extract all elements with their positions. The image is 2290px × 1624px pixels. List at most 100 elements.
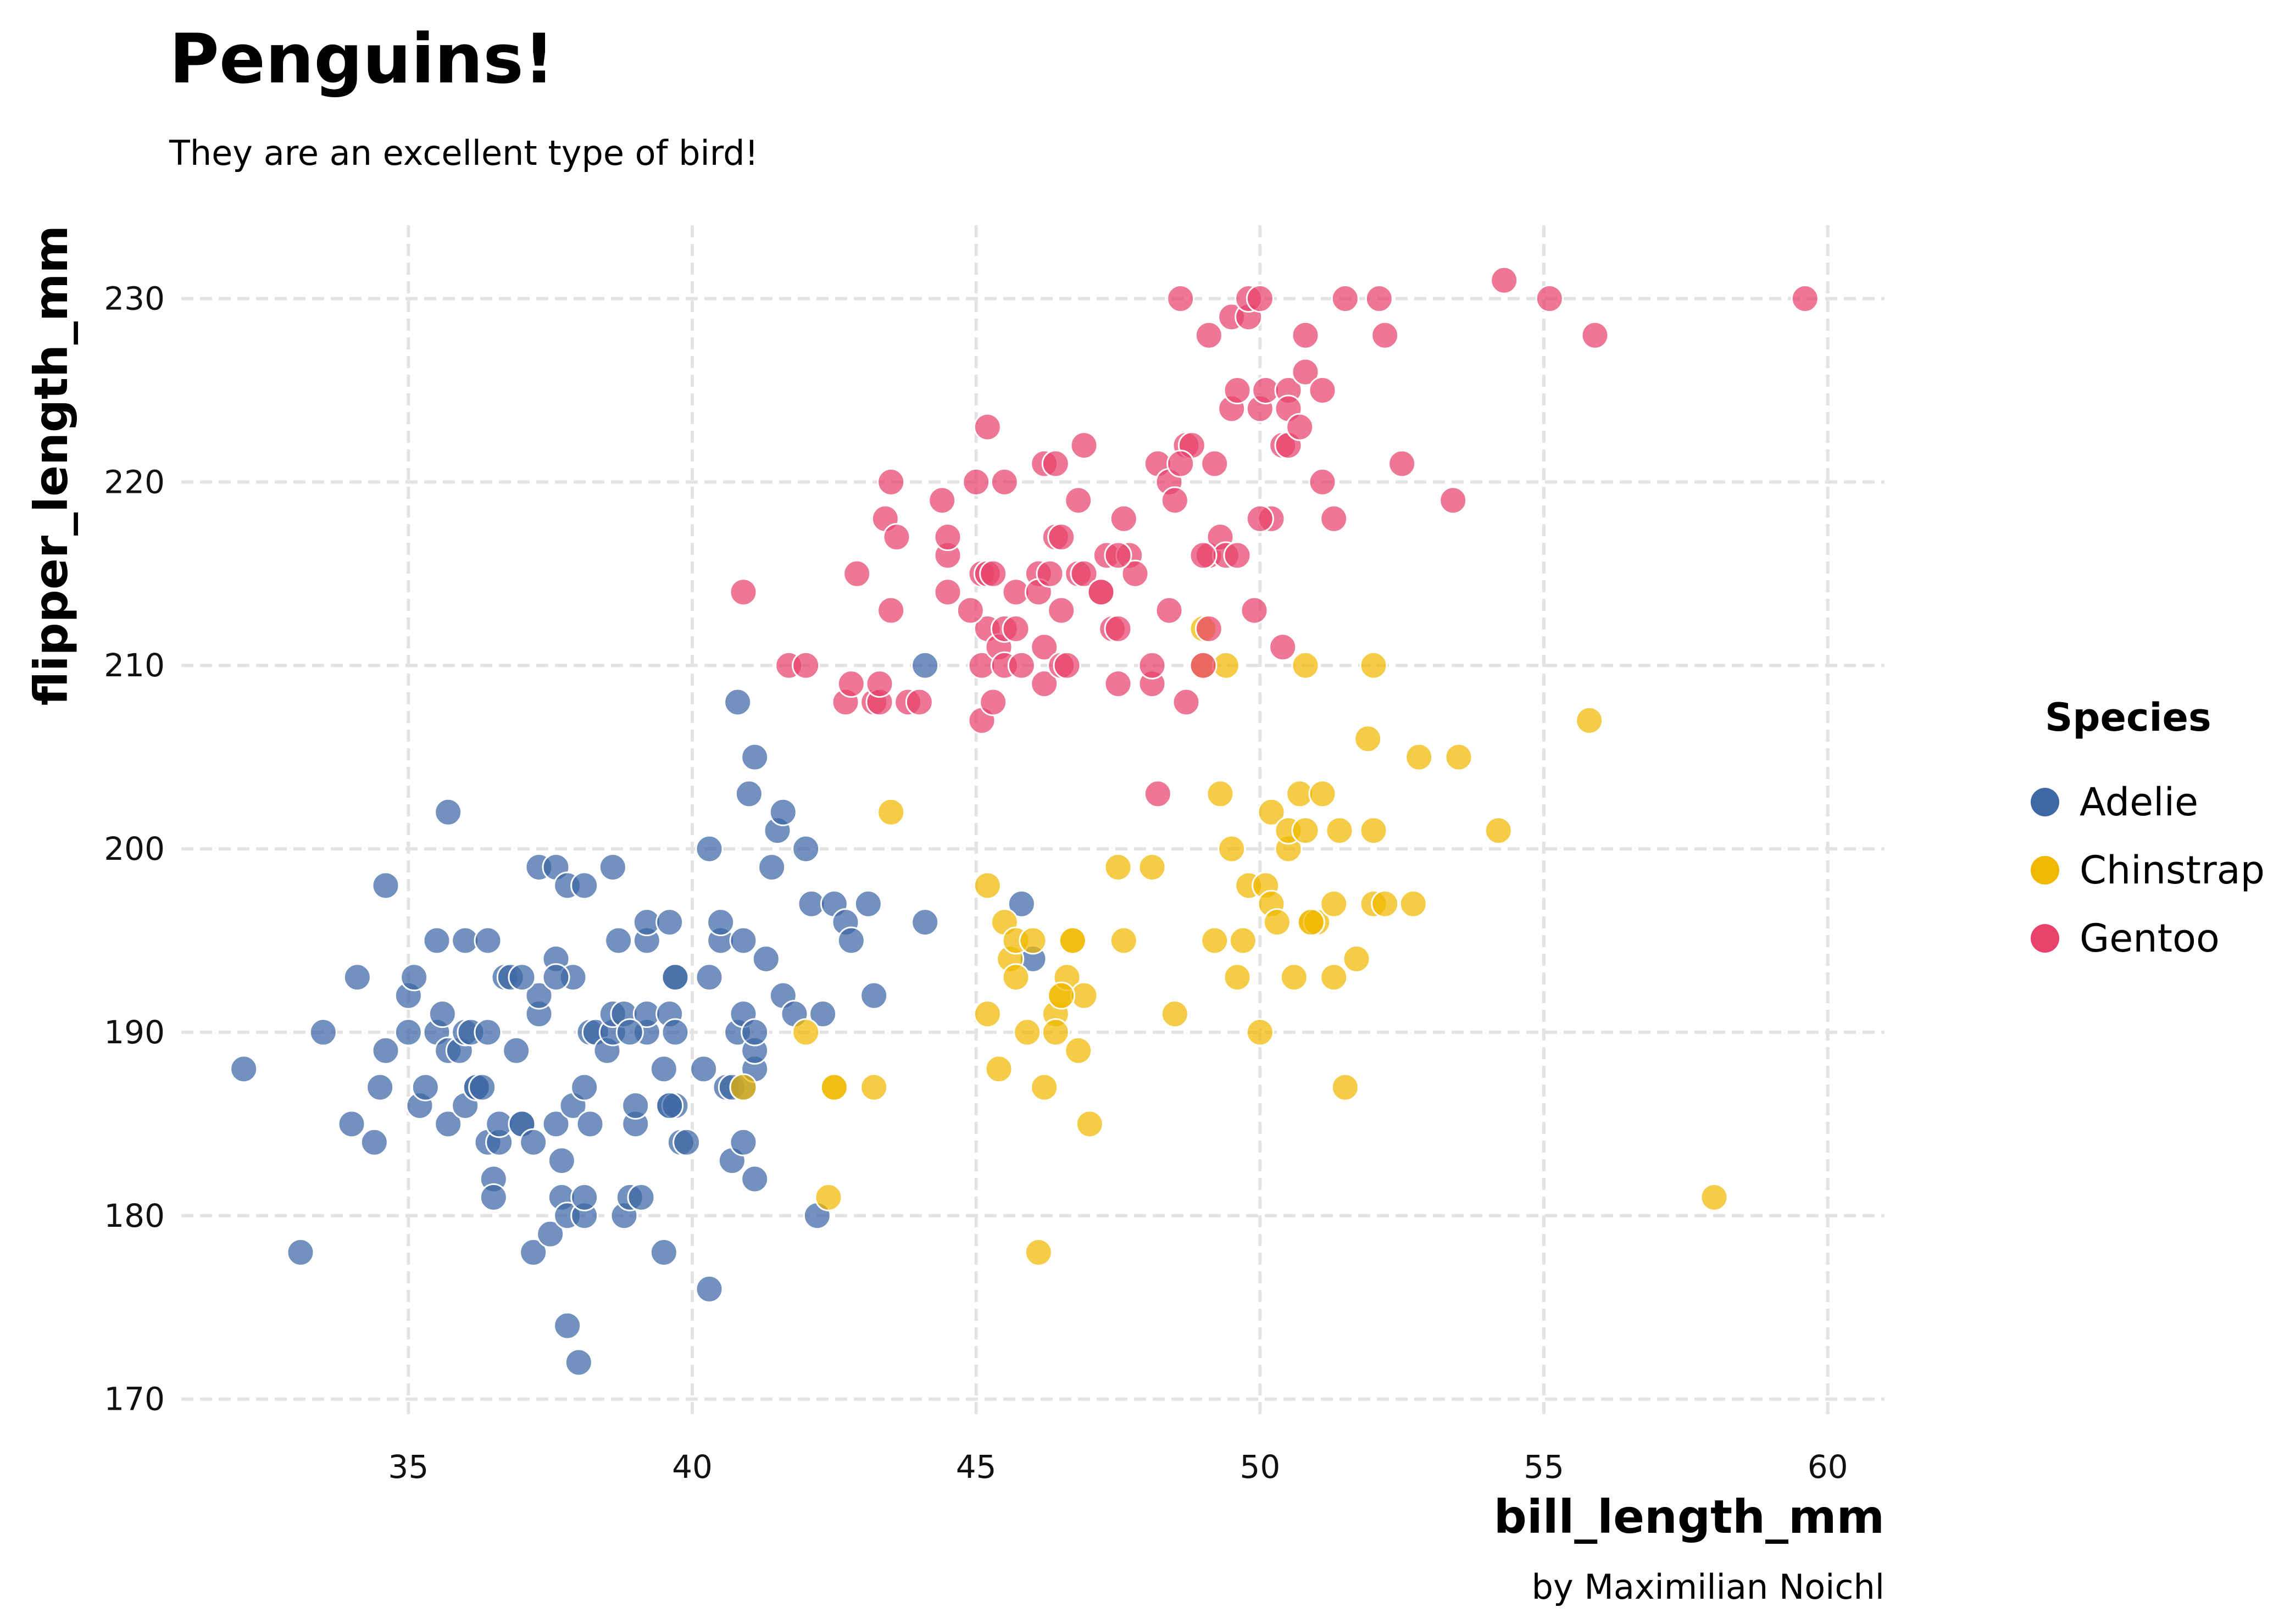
- point-adelie: [649, 1238, 678, 1267]
- point-gentoo: [973, 413, 1002, 441]
- point-gentoo: [1320, 504, 1348, 533]
- point-chinstrap: [1444, 743, 1473, 771]
- point-adelie: [371, 871, 400, 900]
- point-gentoo: [1030, 670, 1059, 698]
- point-gentoo: [1047, 596, 1076, 625]
- point-chinstrap: [820, 1073, 848, 1102]
- point-gentoo: [1007, 651, 1036, 680]
- point-adelie: [508, 963, 536, 992]
- point-chinstrap: [1359, 816, 1388, 845]
- point-chinstrap: [1246, 1018, 1274, 1047]
- point-gentoo: [979, 559, 1008, 588]
- point-gentoo: [990, 468, 1019, 496]
- point-gentoo: [1194, 614, 1223, 643]
- point-chinstrap: [1223, 963, 1252, 992]
- point-adelie: [400, 963, 429, 992]
- point-chinstrap: [1263, 908, 1291, 937]
- point-gentoo: [1160, 486, 1189, 515]
- point-adelie: [468, 1073, 497, 1102]
- point-adelie: [570, 1183, 599, 1211]
- y-tick-label: 220: [104, 463, 165, 500]
- point-chinstrap: [1308, 780, 1337, 808]
- point-adelie: [502, 1036, 531, 1065]
- y-tick-label: 170: [104, 1381, 165, 1418]
- point-adelie: [519, 1128, 548, 1156]
- point-adelie: [752, 944, 780, 973]
- point-gentoo: [1286, 413, 1314, 441]
- point-gentoo: [1104, 614, 1132, 643]
- point-adelie: [649, 1055, 678, 1083]
- point-gentoo: [1064, 486, 1093, 515]
- chart-subtitle: They are an excellent type of bird!: [169, 133, 758, 173]
- point-adelie: [854, 889, 882, 918]
- point-chinstrap: [1047, 981, 1076, 1010]
- point-adelie: [809, 1000, 837, 1028]
- point-gentoo: [729, 578, 758, 607]
- point-gentoo: [1166, 449, 1195, 478]
- point-chinstrap: [1575, 706, 1604, 735]
- point-chinstrap: [1013, 1018, 1042, 1047]
- point-gentoo: [962, 468, 991, 496]
- legend-key-adelie: [2031, 788, 2059, 816]
- point-chinstrap: [1320, 963, 1348, 992]
- point-chinstrap: [1291, 816, 1320, 845]
- point-gentoo: [1104, 670, 1132, 698]
- point-gentoo: [979, 688, 1008, 716]
- point-gentoo: [1143, 780, 1172, 808]
- point-adelie: [860, 981, 888, 1010]
- point-adelie: [360, 1128, 388, 1156]
- point-chinstrap: [877, 798, 905, 826]
- point-gentoo: [1070, 559, 1098, 588]
- point-chinstrap: [1342, 944, 1371, 973]
- point-chinstrap: [1354, 725, 1382, 753]
- legend-title: Species: [2045, 695, 2211, 740]
- point-chinstrap: [1700, 1183, 1728, 1211]
- point-adelie: [695, 963, 724, 992]
- point-adelie: [672, 1128, 701, 1156]
- point-adelie: [519, 1238, 548, 1267]
- point-chinstrap: [792, 1018, 820, 1047]
- point-gentoo: [905, 688, 933, 716]
- point-gentoo: [1053, 651, 1081, 680]
- point-adelie: [911, 908, 940, 937]
- point-chinstrap: [1138, 853, 1166, 881]
- point-adelie: [371, 1036, 400, 1065]
- point-gentoo: [1365, 285, 1393, 313]
- point-chinstrap: [1109, 926, 1138, 955]
- point-adelie: [655, 908, 684, 937]
- y-axis-title: flipper_length_mm: [24, 225, 78, 705]
- point-adelie: [1007, 889, 1036, 918]
- point-gentoo: [1308, 376, 1337, 404]
- x-tick-label: 55: [1524, 1448, 1564, 1486]
- point-gentoo: [1291, 358, 1320, 386]
- point-adelie: [553, 1311, 582, 1340]
- legend-key-chinstrap: [2031, 856, 2059, 885]
- point-gentoo: [1047, 523, 1076, 552]
- point-chinstrap: [985, 1055, 1013, 1083]
- point-chinstrap: [1331, 1073, 1359, 1102]
- point-adelie: [729, 1128, 758, 1156]
- y-tick-label: 210: [104, 647, 165, 684]
- point-gentoo: [1030, 633, 1059, 661]
- point-adelie: [525, 981, 553, 1010]
- point-chinstrap: [729, 1073, 758, 1102]
- point-chinstrap: [1359, 651, 1388, 680]
- x-axis-ticks: 35 40 45 50 55 60: [388, 1448, 1848, 1486]
- point-chinstrap: [1325, 816, 1354, 845]
- point-adelie: [741, 1018, 769, 1047]
- point-adelie: [661, 1018, 690, 1047]
- point-gentoo: [933, 578, 962, 607]
- point-adelie: [837, 926, 865, 955]
- point-gentoo: [1581, 321, 1609, 349]
- point-chinstrap: [860, 1073, 888, 1102]
- point-adelie: [598, 853, 627, 881]
- x-axis-title: bill_length_mm: [1494, 1490, 1885, 1544]
- point-chinstrap: [1399, 889, 1427, 918]
- point-adelie: [394, 1018, 423, 1047]
- x-tick-label: 45: [956, 1448, 997, 1486]
- point-adelie: [792, 835, 820, 863]
- chart-title: Penguins!: [169, 20, 554, 99]
- point-adelie: [724, 688, 752, 716]
- point-adelie: [615, 1018, 644, 1047]
- point-gentoo: [1331, 285, 1359, 313]
